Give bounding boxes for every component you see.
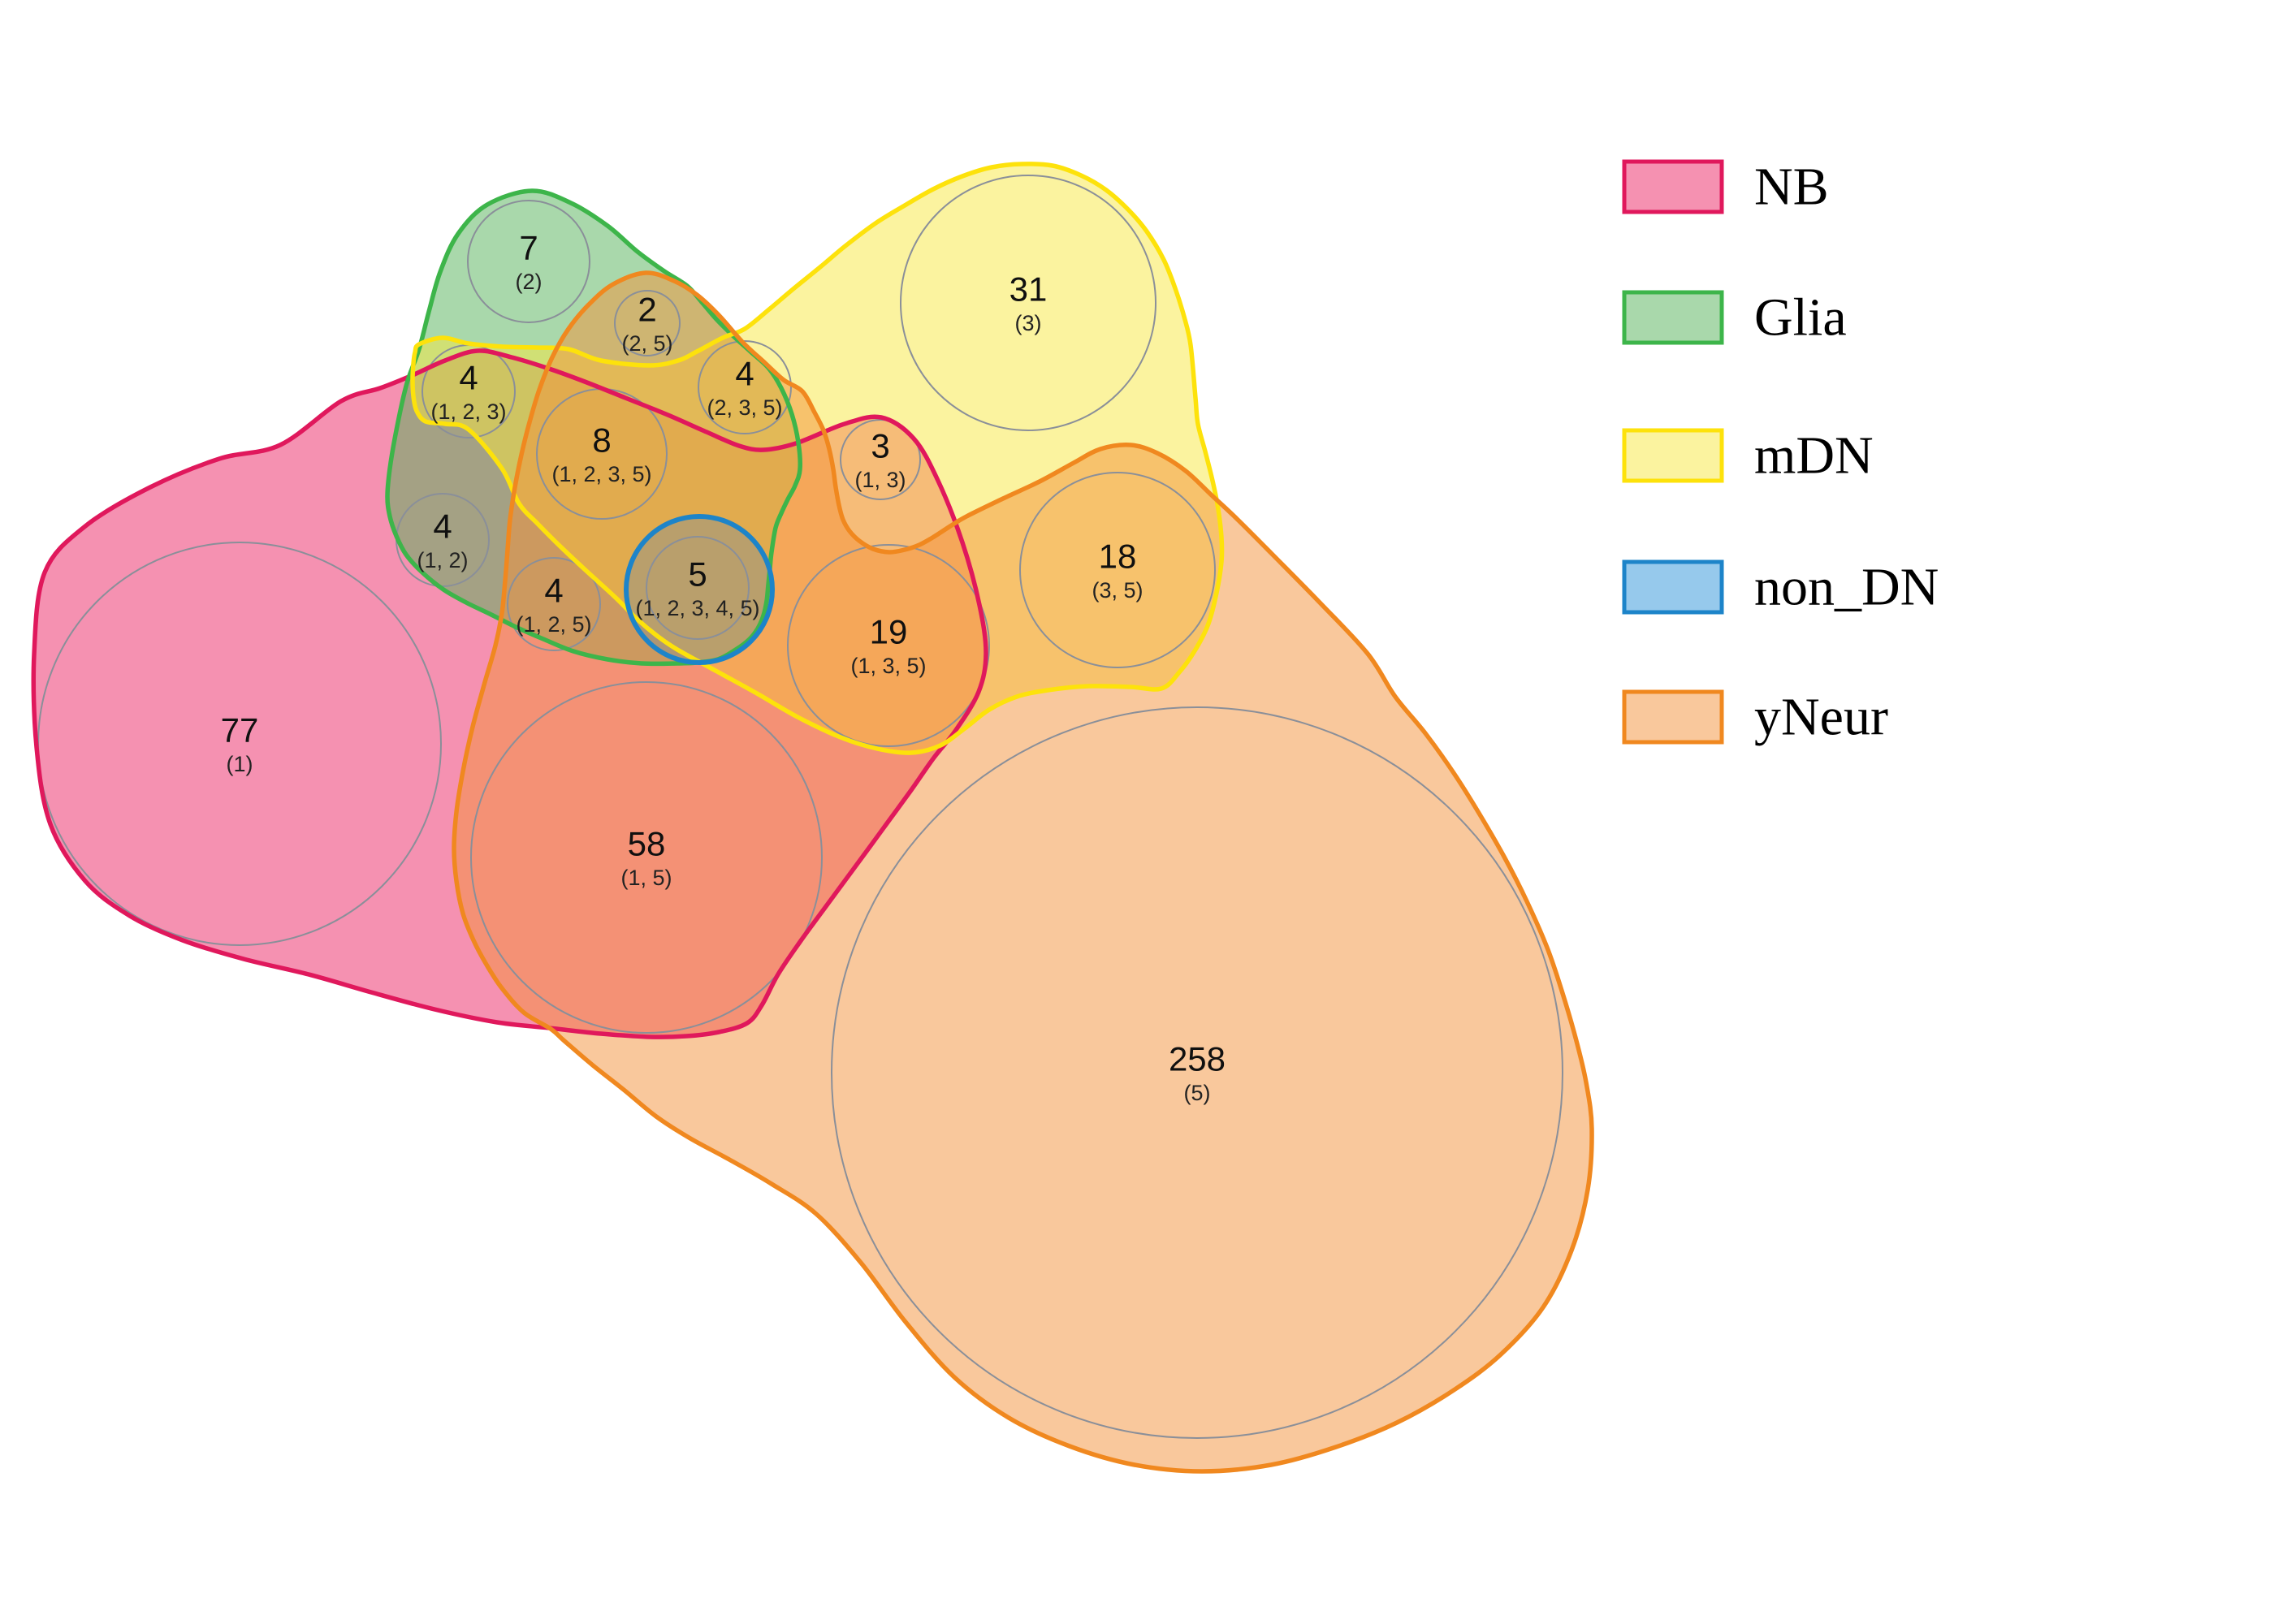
svg-text:2: 2: [638, 291, 656, 329]
svg-text:Glia: Glia: [1754, 288, 1847, 348]
svg-text:(2): (2): [516, 270, 543, 294]
svg-text:(1, 2, 5): (1, 2, 5): [516, 612, 591, 637]
svg-text:(1, 5): (1, 5): [620, 866, 672, 890]
svg-text:31: 31: [1009, 270, 1048, 309]
svg-text:(1, 2, 3): (1, 2, 3): [430, 400, 506, 424]
svg-text:(1, 2, 3, 4, 5): (1, 2, 3, 4, 5): [635, 596, 759, 620]
svg-text:5: 5: [688, 555, 707, 594]
svg-text:mDN: mDN: [1754, 426, 1874, 486]
svg-text:19: 19: [870, 613, 908, 651]
svg-text:(1, 3, 5): (1, 3, 5): [850, 654, 926, 678]
svg-text:(1, 2, 3, 5): (1, 2, 3, 5): [551, 462, 651, 486]
svg-text:(1): (1): [227, 752, 253, 776]
svg-text:(3): (3): [1015, 311, 1042, 335]
svg-text:(5): (5): [1184, 1081, 1211, 1105]
svg-text:(2, 5): (2, 5): [621, 331, 672, 356]
svg-text:8: 8: [592, 421, 611, 460]
svg-text:4: 4: [735, 355, 754, 393]
svg-text:4: 4: [433, 508, 452, 546]
svg-text:(1, 3): (1, 3): [854, 468, 906, 492]
svg-text:77: 77: [221, 711, 259, 749]
svg-text:3: 3: [871, 427, 889, 465]
svg-text:(3, 5): (3, 5): [1092, 578, 1143, 603]
svg-text:58: 58: [628, 825, 666, 863]
svg-text:non_DN: non_DN: [1754, 558, 1939, 617]
svg-text:NB: NB: [1754, 158, 1829, 217]
svg-text:yNeur: yNeur: [1754, 688, 1888, 747]
svg-text:4: 4: [459, 359, 478, 397]
svg-text:(2, 3, 5): (2, 3, 5): [707, 395, 782, 420]
svg-text:4: 4: [544, 572, 563, 610]
svg-text:7: 7: [519, 229, 538, 267]
svg-text:18: 18: [1099, 538, 1137, 576]
svg-text:258: 258: [1169, 1040, 1226, 1078]
svg-text:(1, 2): (1, 2): [417, 548, 468, 572]
